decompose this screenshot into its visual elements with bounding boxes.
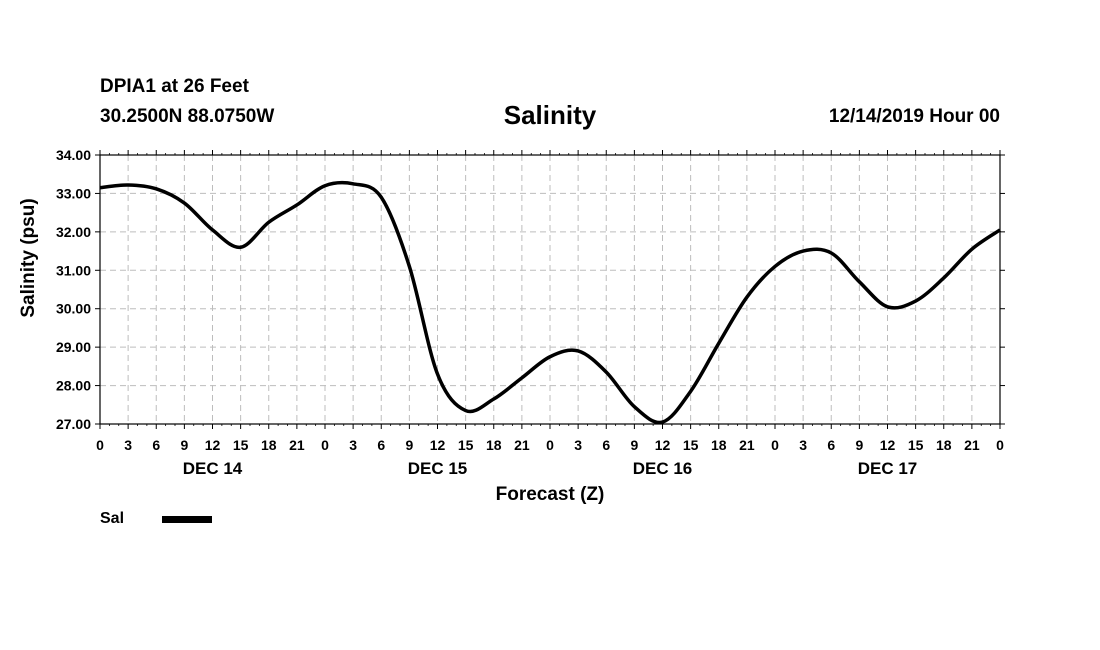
x-tick-label: 18 xyxy=(936,437,952,453)
x-tick-label: 21 xyxy=(964,437,980,453)
x-tick-label: 6 xyxy=(377,437,385,453)
day-labels: DEC 14 DEC 15 DEC 16 DEC 17 xyxy=(183,459,918,478)
x-tick-label: 12 xyxy=(880,437,896,453)
x-tick-label: 12 xyxy=(655,437,671,453)
y-tick-label: 33.00 xyxy=(56,185,91,201)
y-tick-labels: 27.00 28.00 29.00 30.00 31.00 32.00 33.00 34.00 xyxy=(56,147,91,432)
x-tick-label: 18 xyxy=(261,437,277,453)
station-label: DPIA1 at 26 Feet xyxy=(100,76,249,97)
grid-lines xyxy=(100,155,1000,424)
y-tick-label: 29.00 xyxy=(56,339,91,355)
x-tick-label: 0 xyxy=(96,437,104,453)
y-tick-label: 34.00 xyxy=(56,147,91,163)
x-tick-label: 3 xyxy=(349,437,357,453)
y-tick-label: 30.00 xyxy=(56,301,91,317)
x-tick-label: 0 xyxy=(996,437,1004,453)
legend-label: Sal xyxy=(100,510,125,527)
x-tick-label: 6 xyxy=(827,437,835,453)
y-tick-label: 31.00 xyxy=(56,262,91,278)
x-tick-labels: 0 3 6 9 12 15 18 21 0 3 6 9 12 15 18 21 0 3 6 9 12 15 18 21 0 3 6 9… xyxy=(96,437,1004,453)
day-label: DEC 16 xyxy=(633,459,693,478)
x-tick-label: 3 xyxy=(799,437,807,453)
coordinates-label: 30.2500N 88.0750W xyxy=(100,106,275,127)
x-tick-label: 6 xyxy=(152,437,160,453)
x-tick-label: 9 xyxy=(855,437,863,453)
x-tick-label: 21 xyxy=(289,437,305,453)
series-group xyxy=(99,180,1001,425)
x-tick-label: 9 xyxy=(180,437,188,453)
x-axis-label: Forecast (Z) xyxy=(496,484,605,505)
y-tick-label: 28.00 xyxy=(56,378,91,394)
x-tick-label: 15 xyxy=(683,437,699,453)
y-tick-label: 27.00 xyxy=(56,416,91,432)
x-tick-label: 12 xyxy=(430,437,446,453)
x-tick-label: 15 xyxy=(233,437,249,453)
series-line-salinity xyxy=(99,180,1001,425)
x-tick-label: 18 xyxy=(711,437,727,453)
x-tick-label: 15 xyxy=(908,437,924,453)
forecast-datetime: 12/14/2019 Hour 00 xyxy=(828,106,1000,127)
x-tick-label: 0 xyxy=(321,437,329,453)
y-tick-label: 32.00 xyxy=(56,224,91,240)
x-tick-label: 3 xyxy=(124,437,132,453)
x-tick-label: 9 xyxy=(630,437,638,453)
x-tick-label: 15 xyxy=(458,437,474,453)
day-label: DEC 15 xyxy=(408,459,468,478)
x-tick-label: 3 xyxy=(574,437,582,453)
x-tick-label: 0 xyxy=(546,437,554,453)
x-tick-label: 0 xyxy=(771,437,779,453)
day-label: DEC 17 xyxy=(858,459,918,478)
chart-title: Salinity xyxy=(503,100,597,130)
x-tick-label: 12 xyxy=(205,437,221,453)
legend-swatch xyxy=(162,516,212,523)
x-tick-label: 9 xyxy=(405,437,413,453)
y-axis-label: Salinity (psu) xyxy=(18,198,39,317)
day-label: DEC 14 xyxy=(183,459,243,478)
x-tick-label: 21 xyxy=(514,437,530,453)
x-tick-label: 6 xyxy=(602,437,610,453)
x-tick-label: 21 xyxy=(739,437,755,453)
x-tick-label: 18 xyxy=(486,437,502,453)
tick-marks xyxy=(95,150,1005,429)
